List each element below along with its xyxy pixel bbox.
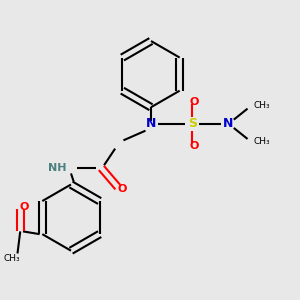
Text: CH₃: CH₃: [253, 137, 270, 146]
Text: O: O: [189, 141, 198, 151]
Text: O: O: [117, 184, 127, 194]
Text: NH: NH: [48, 163, 67, 173]
Text: N: N: [223, 117, 233, 130]
Text: O: O: [20, 202, 29, 212]
Text: N: N: [146, 117, 156, 130]
Text: CH₃: CH₃: [4, 254, 20, 263]
Text: CH₃: CH₃: [253, 101, 270, 110]
Text: S: S: [188, 117, 197, 130]
Text: O: O: [189, 97, 198, 107]
